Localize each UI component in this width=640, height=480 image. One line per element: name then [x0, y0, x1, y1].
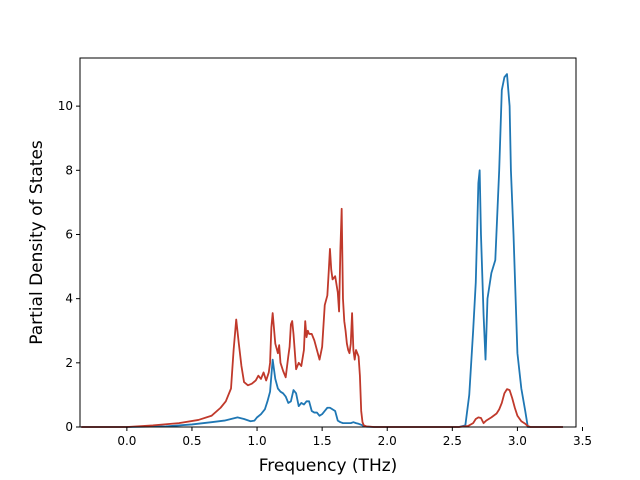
x-tick-label: 0.0 — [117, 434, 136, 448]
x-tick-label: 1.5 — [313, 434, 332, 448]
y-tick-label: 4 — [65, 292, 73, 306]
plot-frame — [79, 57, 577, 428]
series-line-1 — [81, 73, 563, 428]
x-tick-label: 0.5 — [182, 434, 201, 448]
x-axis-label: Frequency (THz) — [259, 456, 398, 476]
y-tick-label: 6 — [65, 227, 73, 241]
x-tick-label: 1.0 — [248, 434, 267, 448]
series-line-2 — [81, 207, 563, 428]
x-axis-ticks: 0.0 0.5 1.0 1.5 2.0 2.5 3.0 3.5 — [117, 427, 592, 448]
y-tick-label: 2 — [65, 356, 73, 370]
series-layer — [81, 73, 563, 428]
y-axis-ticks: 0 2 4 6 8 10 — [58, 99, 80, 434]
x-tick-label: 2.5 — [443, 434, 462, 448]
x-tick-label: 3.5 — [573, 434, 592, 448]
x-tick-label: 2.0 — [378, 434, 397, 448]
y-tick-label: 0 — [65, 420, 73, 434]
y-tick-label: 10 — [58, 99, 73, 113]
y-tick-label: 8 — [65, 163, 73, 177]
y-axis-label: Partial Density of States — [27, 140, 47, 345]
x-tick-label: 3.0 — [508, 434, 527, 448]
